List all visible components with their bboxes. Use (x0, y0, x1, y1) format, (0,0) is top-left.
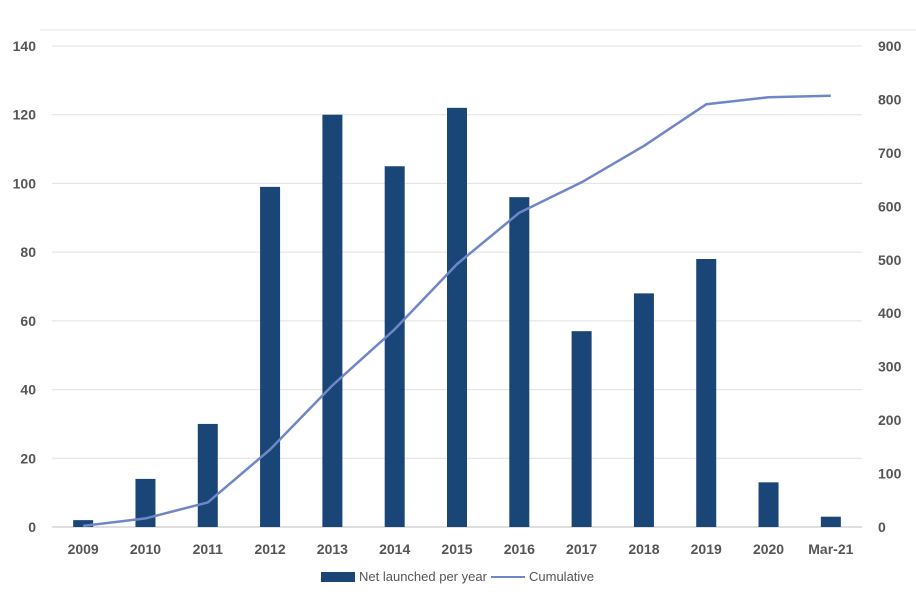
x-tick-label: 2015 (441, 541, 472, 557)
bar-2014 (384, 166, 405, 527)
y-right-tick-label: 0 (878, 519, 886, 535)
legend: Net launched per year Cumulative (321, 569, 594, 584)
bar-2009 (73, 520, 94, 527)
y-left-tick-label: 80 (20, 244, 36, 260)
x-tick-label: 2020 (753, 541, 784, 557)
right-axis: 0 100 200 300 400 500 600 700 800 900 (878, 38, 902, 535)
left-axis: 0 20 40 60 80 100 120 140 (13, 38, 37, 535)
y-left-tick-label: 140 (13, 38, 37, 54)
bar-2016 (509, 197, 530, 527)
y-right-tick-label: 700 (878, 145, 902, 161)
bar-2020 (758, 482, 779, 527)
y-right-tick-label: 300 (878, 359, 902, 375)
bar-2012 (260, 186, 281, 527)
x-tick-label: 2018 (628, 541, 659, 557)
bar-2018 (633, 293, 654, 527)
y-right-tick-label: 400 (878, 305, 902, 321)
bar-2010 (135, 478, 156, 527)
x-tick-label: 2019 (691, 541, 722, 557)
x-tick-label: 2016 (504, 541, 535, 557)
y-right-tick-label: 600 (878, 198, 902, 214)
x-tick-label: 2010 (130, 541, 161, 557)
bar-series (73, 107, 841, 527)
x-tick-label: 2017 (566, 541, 597, 557)
y-right-tick-label: 100 (878, 466, 902, 482)
bar-2011 (197, 423, 218, 527)
x-tick-label: 2012 (254, 541, 285, 557)
y-right-tick-label: 900 (878, 38, 902, 54)
y-right-tick-label: 200 (878, 412, 902, 428)
legend-label-bars: Net launched per year (359, 569, 488, 584)
x-tick-label: 2011 (193, 541, 224, 557)
y-left-tick-label: 60 (20, 313, 36, 329)
bar-mar-21 (820, 516, 841, 527)
x-tick-label: 2014 (379, 541, 410, 557)
y-left-tick-label: 120 (13, 107, 37, 123)
y-left-tick-label: 0 (28, 519, 36, 535)
line-series (83, 94, 831, 528)
x-axis: 2009 2010 2011 2012 2013 2014 2015 2016 2017 2018… (68, 541, 854, 557)
bar-2019 (696, 259, 717, 527)
y-left-tick-label: 20 (20, 450, 36, 466)
y-right-tick-label: 500 (878, 252, 902, 268)
bar-2013 (322, 114, 343, 527)
y-left-tick-label: 100 (13, 175, 37, 191)
x-tick-label: 2013 (317, 541, 348, 557)
bar-2017 (571, 331, 592, 527)
y-right-tick-label: 800 (878, 91, 902, 107)
legend-swatch-bars (321, 572, 355, 582)
x-tick-label: 2009 (68, 541, 99, 557)
x-tick-label: Mar-21 (808, 541, 853, 557)
legend-label-line: Cumulative (529, 569, 594, 584)
bar-2015 (447, 107, 467, 527)
y-left-tick-label: 40 (20, 382, 36, 398)
